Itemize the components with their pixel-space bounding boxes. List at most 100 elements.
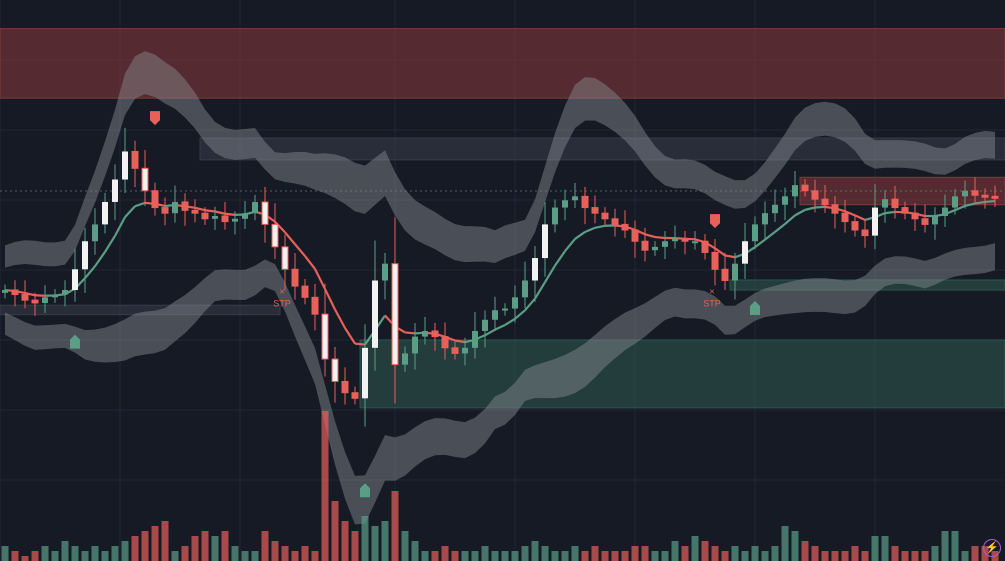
candle-body: [321, 313, 329, 360]
volume-bar: [681, 546, 689, 561]
volume-bar: [291, 551, 299, 561]
volume-bar: [881, 536, 889, 561]
volume-bar: [481, 546, 489, 561]
candle-body: [942, 207, 948, 216]
volume-bar: [51, 551, 59, 561]
candle-body: [412, 336, 418, 354]
ema-line-segment: [24, 291, 36, 297]
volume-bar: [871, 536, 879, 561]
candle-body: [752, 224, 758, 242]
candle-body: [861, 229, 869, 237]
candle-body: [601, 212, 609, 220]
ema-line-segment: [654, 235, 666, 240]
volume-bar: [921, 551, 929, 561]
candle-body: [391, 263, 399, 366]
candle-body: [2, 290, 8, 293]
volume-bar: [71, 546, 79, 561]
candle-body: [362, 347, 368, 399]
volume-bar: [671, 541, 679, 561]
candle-body: [72, 269, 78, 291]
candle-body: [742, 241, 748, 264]
volume-bar: [151, 526, 159, 561]
candle-body: [882, 199, 888, 208]
candle-body: [732, 263, 738, 281]
ema-line-segment: [504, 317, 516, 326]
ema-line-segment: [334, 309, 346, 329]
volume-bar: [371, 526, 379, 561]
candle-body: [261, 201, 269, 225]
volume-bar: [711, 546, 719, 561]
candle-body: [652, 246, 658, 251]
volume-bar: [801, 541, 809, 561]
volume-bar: [431, 551, 439, 561]
ema-line-segment: [794, 208, 806, 217]
buy-signal-icon: [70, 334, 80, 349]
ema-line-segment: [84, 265, 96, 279]
ema-line-segment: [584, 226, 596, 233]
candle-body: [52, 294, 58, 298]
candle-body: [801, 184, 809, 192]
candle-body: [62, 290, 68, 295]
volume-bar: [491, 551, 499, 561]
ema-line-segment: [954, 204, 966, 212]
candle-body: [21, 294, 29, 301]
candle-body: [382, 263, 388, 281]
ema-line-segment: [564, 238, 576, 252]
candle-body: [631, 229, 639, 242]
candle-body: [242, 213, 248, 219]
volume-bar: [861, 551, 869, 561]
volume-bar: [951, 531, 959, 561]
volume-bar: [811, 546, 819, 561]
ema-line-segment: [204, 209, 216, 213]
volume-bar: [521, 546, 529, 561]
ema-line-segment: [764, 231, 776, 241]
candle-body: [991, 195, 999, 199]
candle-body: [112, 179, 118, 202]
volume-bar: [731, 546, 739, 561]
candle-body: [462, 347, 468, 354]
candle-body: [591, 207, 599, 214]
ema-line-segment: [844, 210, 856, 217]
candle-body: [932, 215, 938, 225]
candle-body: [901, 207, 909, 214]
candle-body: [431, 330, 439, 338]
candle-body: [831, 204, 839, 214]
volume-bar: [621, 551, 629, 561]
volume-bar: [41, 546, 49, 561]
candle-body: [621, 223, 629, 231]
ema-line-segment: [274, 220, 286, 234]
volume-bar: [421, 551, 429, 561]
volume-bar: [201, 531, 209, 561]
candle-body: [542, 224, 548, 259]
buy-signal-icon: [360, 483, 370, 498]
ema-line-segment: [304, 255, 316, 270]
volume-bar: [771, 546, 779, 561]
volume-bar: [791, 531, 799, 561]
ema-line-segment: [724, 254, 736, 259]
ema-line-segment: [484, 328, 496, 337]
volume-bar: [81, 551, 89, 561]
candle-body: [31, 299, 39, 304]
volume-bar: [341, 521, 349, 561]
candle-body: [952, 196, 958, 208]
candle-body: [672, 238, 678, 242]
volume-bar: [121, 541, 129, 561]
ema-line-segment: [494, 323, 506, 331]
volume-bar: [691, 536, 699, 561]
volume-bar: [261, 531, 269, 561]
volume-bar: [901, 551, 909, 561]
candle-body: [151, 190, 159, 209]
candle-body: [851, 221, 859, 231]
volume-bar: [221, 531, 229, 561]
candle-body: [402, 353, 408, 365]
candle-body: [291, 268, 299, 287]
lightning-icon[interactable]: ⚡: [983, 539, 1001, 557]
candle-body: [821, 198, 829, 206]
ema-line-segment: [324, 288, 336, 311]
candle-body: [641, 240, 649, 251]
candle-body: [962, 190, 968, 197]
ema-line-segment: [94, 251, 106, 267]
ema-line-segment: [404, 331, 416, 335]
